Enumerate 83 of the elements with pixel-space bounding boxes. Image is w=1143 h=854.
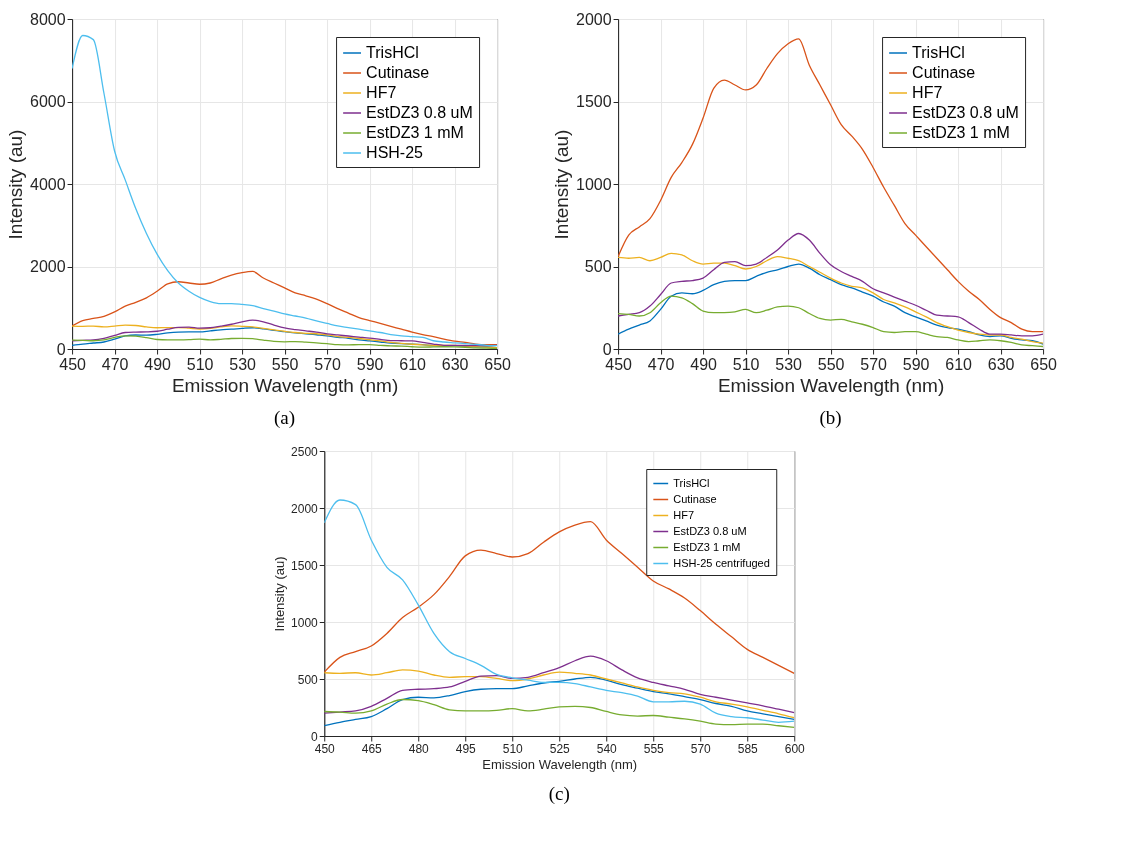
y-axis-title: Intensity (au) bbox=[272, 556, 288, 632]
legend-label: EstDZ3 0.8 uM bbox=[673, 524, 747, 537]
y-tick-label: 500 bbox=[297, 672, 319, 687]
legend-label: TrisHCl bbox=[673, 476, 710, 489]
y-tick-label: 2000 bbox=[29, 258, 66, 275]
legend-label: EstDZ3 0.8 uM bbox=[366, 104, 473, 121]
legend-label: EstDZ3 1 mM bbox=[673, 540, 741, 553]
legend-label: TrisHCl bbox=[912, 44, 965, 61]
x-tick-label: 610 bbox=[399, 355, 427, 373]
legend-label: Cutinase bbox=[366, 64, 430, 81]
y-tick-label: 1000 bbox=[575, 175, 612, 193]
y-tick-label: 6000 bbox=[29, 93, 66, 110]
x-tick-label: 495 bbox=[455, 741, 477, 756]
x-axis-title: Emission Wavelength (nm) bbox=[482, 756, 638, 772]
legend-label: Cutinase bbox=[673, 492, 717, 505]
y-tick-label: 0 bbox=[311, 729, 319, 744]
x-tick-label: 490 bbox=[690, 355, 718, 373]
x-tick-label: 510 bbox=[732, 355, 760, 373]
x-tick-label: 610 bbox=[945, 355, 973, 373]
x-tick-label: 450 bbox=[314, 741, 336, 756]
x-tick-label: 650 bbox=[1030, 355, 1058, 373]
line-series bbox=[618, 232, 1044, 337]
line-series bbox=[618, 38, 1044, 333]
x-tick-label: 510 bbox=[186, 355, 214, 373]
x-tick-label: 530 bbox=[775, 355, 803, 373]
x-tick-label: 630 bbox=[441, 355, 469, 373]
text: (c) bbox=[548, 783, 570, 805]
x-tick-label: 590 bbox=[356, 355, 384, 373]
y-tick-label: 2500 bbox=[291, 444, 319, 459]
x-tick-label: 630 bbox=[987, 355, 1015, 373]
y-axis-title: Intensity (au) bbox=[4, 129, 26, 240]
x-tick-label: 450 bbox=[605, 355, 633, 373]
x-tick-label: 470 bbox=[101, 355, 129, 373]
y-tick-label: 1500 bbox=[291, 558, 319, 573]
x-tick-label: 585 bbox=[737, 741, 759, 756]
x-tick-label: 450 bbox=[59, 355, 87, 373]
x-tick-label: 480 bbox=[408, 741, 430, 756]
line-series bbox=[324, 698, 795, 729]
legend-label: HF7 bbox=[673, 508, 695, 521]
x-tick-label: 465 bbox=[361, 741, 383, 756]
y-tick-label: 2000 bbox=[291, 501, 319, 516]
x-axis-title: Emission Wavelength (nm) bbox=[171, 374, 399, 396]
x-tick-label: 570 bbox=[690, 741, 712, 756]
x-tick-label: 650 bbox=[484, 355, 512, 373]
line-series bbox=[324, 676, 795, 727]
y-axis-title: Intensity (au) bbox=[550, 129, 572, 240]
text: (b) bbox=[819, 407, 842, 429]
line-series bbox=[72, 270, 498, 346]
line-series bbox=[324, 655, 795, 714]
x-tick-label: 540 bbox=[596, 741, 618, 756]
x-tick-label: 550 bbox=[817, 355, 845, 373]
y-tick-label: 0 bbox=[602, 340, 612, 358]
y-tick-label: 1000 bbox=[291, 615, 319, 630]
x-tick-label: 590 bbox=[902, 355, 930, 373]
legend-label: HSH-25 centrifuged bbox=[673, 556, 770, 569]
line-series bbox=[324, 521, 795, 674]
y-tick-label: 4000 bbox=[29, 175, 66, 193]
x-tick-label: 600 bbox=[784, 741, 806, 756]
y-tick-label: 0 bbox=[56, 340, 66, 358]
legend-label: Cutinase bbox=[912, 64, 976, 81]
x-tick-label: 510 bbox=[502, 741, 524, 756]
x-tick-label: 555 bbox=[643, 741, 665, 756]
x-tick-label: 530 bbox=[229, 355, 257, 373]
line-series bbox=[324, 669, 795, 719]
legend-label: EstDZ3 0.8 uM bbox=[912, 104, 1019, 121]
legend-label: EstDZ3 1 mM bbox=[366, 124, 464, 141]
x-tick-label: 470 bbox=[647, 355, 675, 373]
y-tick-label: 1500 bbox=[575, 93, 612, 110]
x-tick-label: 525 bbox=[549, 741, 571, 756]
y-tick-label: 8000 bbox=[29, 10, 66, 28]
legend-label: HF7 bbox=[366, 84, 397, 101]
y-tick-label: 2000 bbox=[575, 10, 612, 28]
text: (a) bbox=[274, 407, 296, 429]
x-tick-label: 490 bbox=[144, 355, 172, 373]
x-axis-title: Emission Wavelength (nm) bbox=[717, 374, 945, 396]
x-tick-label: 570 bbox=[860, 355, 888, 373]
legend-label: EstDZ3 1 mM bbox=[912, 124, 1010, 141]
legend-label: HF7 bbox=[912, 84, 943, 101]
y-tick-label: 500 bbox=[584, 258, 612, 275]
legend-label: HSH-25 bbox=[366, 144, 424, 161]
x-tick-label: 550 bbox=[271, 355, 299, 373]
legend-label: TrisHCl bbox=[366, 44, 419, 61]
x-tick-label: 570 bbox=[314, 355, 342, 373]
